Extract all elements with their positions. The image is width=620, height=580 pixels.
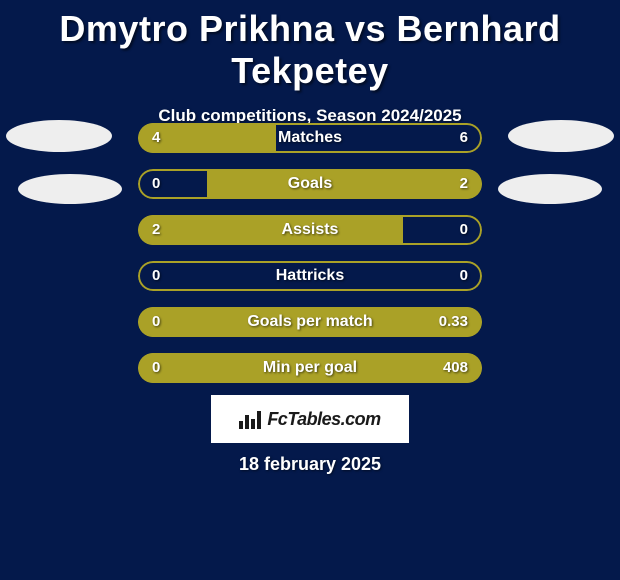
- stat-row-goals-per-match: 0 0.33 Goals per match: [138, 307, 482, 337]
- stat-row-assists: 2 0 Assists: [138, 215, 482, 245]
- player-left-avatar-bottom: [18, 174, 122, 204]
- player-right-avatar-top: [508, 120, 614, 152]
- stat-label: Goals per match: [138, 307, 482, 337]
- page-title: Dmytro Prikhna vs Bernhard Tekpetey: [0, 0, 620, 92]
- stat-label: Matches: [138, 123, 482, 153]
- stat-label: Goals: [138, 169, 482, 199]
- stat-label: Min per goal: [138, 353, 482, 383]
- stat-row-hattricks: 0 0 Hattricks: [138, 261, 482, 291]
- date-label: 18 february 2025: [0, 454, 620, 475]
- stat-label: Hattricks: [138, 261, 482, 291]
- stat-row-matches: 4 6 Matches: [138, 123, 482, 153]
- logo-text: FcTables.com: [267, 409, 380, 430]
- stat-row-goals: 0 2 Goals: [138, 169, 482, 199]
- player-left-avatar-top: [6, 120, 112, 152]
- stat-row-min-per-goal: 0 408 Min per goal: [138, 353, 482, 383]
- chart-icon: [239, 409, 263, 429]
- source-logo: FcTables.com: [211, 395, 409, 443]
- player-right-avatar-bottom: [498, 174, 602, 204]
- stat-bars: 4 6 Matches 0 2 Goals 2 0 Assists 0 0 Ha…: [138, 123, 482, 399]
- stat-label: Assists: [138, 215, 482, 245]
